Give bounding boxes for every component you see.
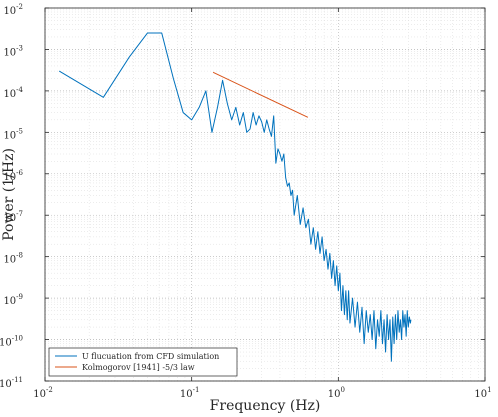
legend-entry-cfd: U flucuation from CFD simulation <box>82 352 219 361</box>
y-tick-exponent: -4 <box>16 86 23 94</box>
y-tick-exponent: -10 <box>12 335 23 343</box>
y-tick-exponent: -2 <box>16 3 23 11</box>
y-tick-exponent: -6 <box>16 169 23 177</box>
x-tick-exponent: 1 <box>487 386 491 394</box>
y-tick-exponent: -5 <box>16 127 23 135</box>
grid <box>44 7 486 382</box>
y-axis-label: Power (1/Hz) <box>1 148 17 241</box>
series-line-cfd <box>58 32 412 362</box>
y-tick-exponent: -7 <box>16 210 23 218</box>
axis-ticks: 10-2 10-1 100 10110-1110-1010-910-810-710-6… <box>0 3 492 400</box>
plot-area <box>44 7 486 382</box>
y-tick-exponent: -11 <box>12 376 23 384</box>
legend-entry-kolmogorov: Kolmogorov [1941] -5/3 law <box>82 363 195 372</box>
x-axis-label: Frequency (Hz) <box>210 398 321 414</box>
y-tick-exponent: -8 <box>16 252 23 260</box>
series-line-kolmogorov <box>212 71 309 118</box>
legend: U flucuation from CFD simulation Kolmogo… <box>48 347 238 377</box>
y-tick-exponent: -9 <box>16 293 23 301</box>
data-series <box>58 32 412 362</box>
x-tick-exponent: 0 <box>340 386 344 394</box>
legend-box <box>48 347 238 377</box>
x-tick-exponent: -2 <box>46 386 53 394</box>
y-tick-exponent: -3 <box>16 44 23 52</box>
x-tick-exponent: -1 <box>193 386 200 394</box>
